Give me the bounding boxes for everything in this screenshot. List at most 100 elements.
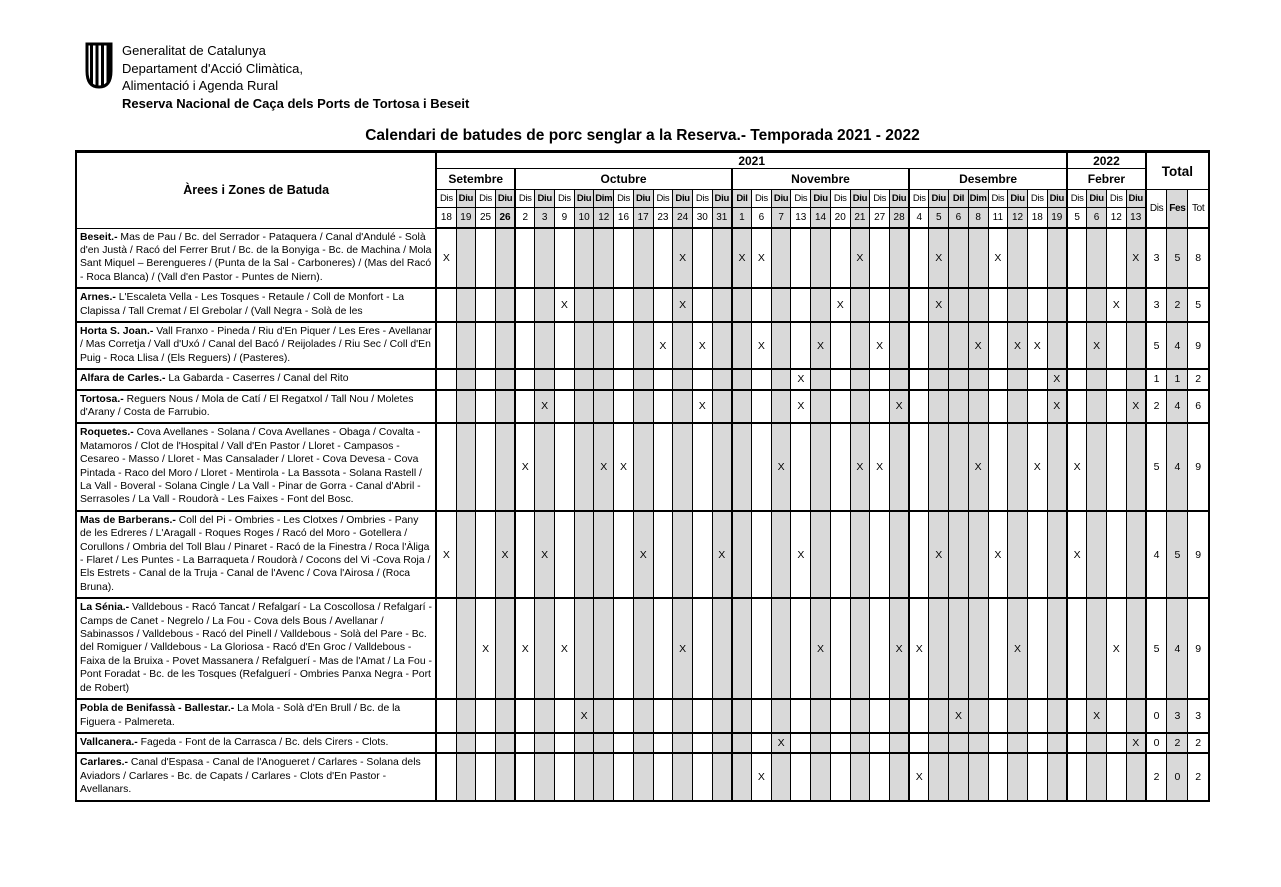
month-header-desembre: Desembre	[908, 168, 1069, 190]
total-dis-cell: 2	[1145, 389, 1168, 425]
org-header: Generalitat de Catalunya Departament d'A…	[85, 42, 469, 112]
batuda-x-cell: X	[948, 698, 969, 734]
dow-header-cell: Diu	[573, 189, 595, 208]
day-cell	[573, 368, 595, 391]
day-cell	[810, 227, 831, 290]
area-name: Horta S. Joan.-	[80, 325, 154, 337]
batuda-x-cell: X	[1125, 227, 1147, 290]
day-cell	[731, 287, 753, 323]
area-description: Horta S. Joan.- Vall Franxo - Pineda / R…	[75, 321, 438, 371]
date-header-cell: 23	[652, 207, 674, 229]
month-row: Setembre Octubre Novembre Desembre Febrer	[76, 168, 1209, 190]
date-header-cell: 8	[967, 207, 989, 229]
day-cell	[1086, 227, 1107, 290]
day-cell	[967, 510, 989, 600]
day-cell	[711, 321, 733, 371]
day-cell	[475, 732, 496, 755]
day-cell	[987, 597, 1009, 701]
date-header-cell: 1	[731, 207, 753, 229]
total-tot-cell: 9	[1187, 597, 1210, 701]
year-row: Àrees i Zones de Batuda 2021 2022 Total	[75, 151, 1210, 229]
day-cell	[1066, 227, 1088, 290]
day-cell	[613, 287, 634, 323]
date-header-cell: 13	[1125, 207, 1147, 229]
total-tot-cell: 2	[1187, 752, 1210, 802]
date-header-cell: 19	[455, 207, 477, 229]
day-cell	[849, 287, 871, 323]
total-tot-cell: 9	[1187, 510, 1210, 600]
day-cell	[573, 597, 595, 701]
day-cell	[593, 227, 615, 290]
total-fes-cell: 3	[1166, 698, 1189, 734]
day-cell	[948, 752, 969, 802]
total-fes-cell: 1	[1166, 368, 1189, 391]
day-cell	[534, 732, 556, 755]
day-cell	[573, 227, 595, 290]
day-cell	[494, 389, 517, 425]
page-title: Calendari de batudes de porc senglar a l…	[365, 127, 920, 144]
day-cell	[869, 227, 890, 290]
date-header-cell: 6	[751, 207, 772, 229]
total-col-header-tot: Tot	[1187, 189, 1210, 229]
day-cell	[711, 389, 733, 425]
day-cell	[632, 422, 654, 512]
day-cell	[593, 321, 615, 371]
day-cell	[888, 510, 911, 600]
day-cell	[593, 752, 615, 802]
date-header-cell: 13	[790, 207, 812, 229]
area-name: Mas de Barberans.-	[80, 514, 176, 526]
batuda-x-cell: X	[691, 389, 713, 425]
day-cell	[514, 510, 536, 600]
day-cell	[435, 287, 457, 323]
day-cell	[888, 287, 911, 323]
day-cell	[554, 732, 575, 755]
day-cell	[1046, 422, 1069, 512]
area-row: Carlares.- Canal d'Espasa - Canal de l'A…	[75, 752, 1210, 802]
batuda-x-cell: X	[1046, 368, 1069, 391]
dow-header-cell: Diu	[455, 189, 477, 208]
area-name: Arnes.-	[80, 292, 116, 304]
day-cell	[435, 422, 457, 512]
batuda-x-cell: X	[770, 422, 792, 512]
batuda-x-cell: X	[731, 227, 753, 290]
day-cell	[593, 287, 615, 323]
day-cell	[751, 389, 772, 425]
day-cell	[810, 422, 831, 512]
day-cell	[1026, 287, 1048, 323]
day-cell	[888, 321, 911, 371]
day-cell	[1026, 597, 1048, 701]
day-cell	[1105, 698, 1127, 734]
day-cell	[790, 752, 812, 802]
batuda-x-cell: X	[869, 422, 890, 512]
day-cell	[514, 752, 536, 802]
batuda-x-cell: X	[751, 321, 772, 371]
total-fes-cell: 5	[1166, 510, 1189, 600]
day-cell	[987, 752, 1009, 802]
day-cell	[475, 698, 496, 734]
day-cell	[672, 752, 693, 802]
day-cell	[948, 368, 969, 391]
day-cell	[613, 698, 634, 734]
batuda-x-cell: X	[534, 389, 556, 425]
batuda-x-cell: X	[1125, 732, 1147, 755]
batuda-x-cell: X	[751, 227, 772, 290]
area-name: Pobla de Benifassà - Ballestar.-	[80, 703, 235, 715]
total-tot-cell: 9	[1187, 321, 1210, 371]
day-cell	[731, 389, 753, 425]
day-cell	[731, 368, 753, 391]
day-cell	[948, 422, 969, 512]
day-cell	[514, 732, 536, 755]
day-cell	[691, 422, 713, 512]
day-cell	[613, 752, 634, 802]
day-cell	[908, 368, 930, 391]
day-cell	[928, 321, 950, 371]
day-cell	[455, 698, 477, 734]
batuda-x-cell: X	[494, 510, 517, 600]
batuda-x-cell: X	[1007, 321, 1028, 371]
day-cell	[948, 321, 969, 371]
batuda-x-cell: X	[967, 422, 989, 512]
day-cell	[554, 698, 575, 734]
day-cell	[1026, 389, 1048, 425]
date-header-cell: 28	[888, 207, 911, 229]
